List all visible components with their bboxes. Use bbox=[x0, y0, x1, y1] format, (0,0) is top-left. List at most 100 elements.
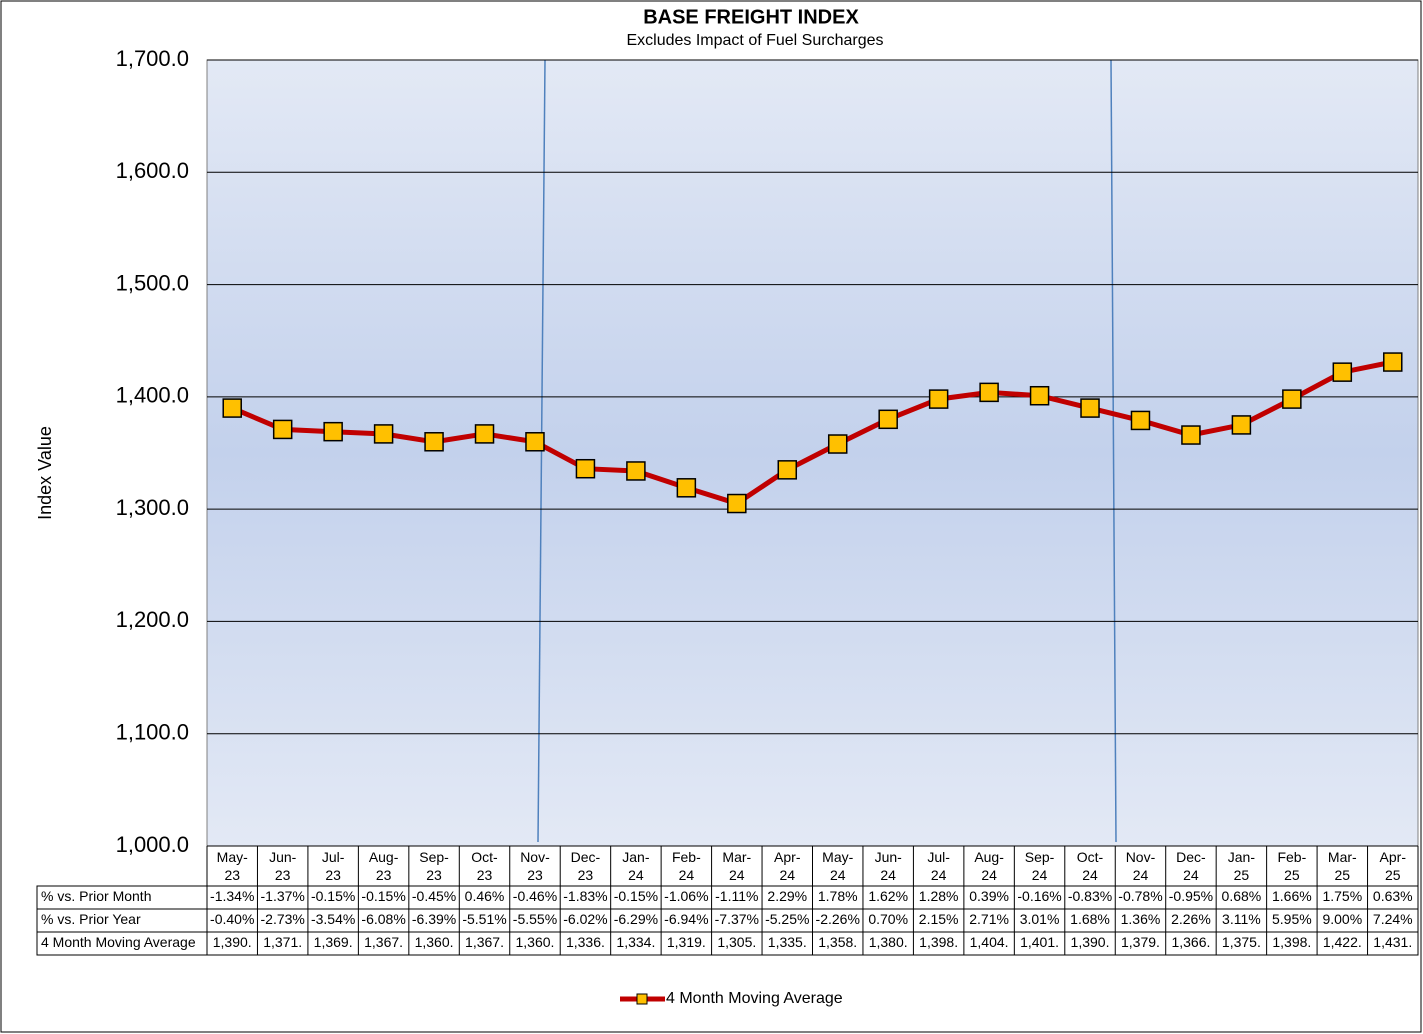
table-cell: 2.71% bbox=[969, 911, 1009, 927]
table-cell: -2.26% bbox=[816, 911, 860, 927]
y-tick-label: 1,400.0 bbox=[116, 383, 189, 408]
table-cell: 1,398. bbox=[1272, 934, 1311, 950]
marker bbox=[626, 461, 646, 481]
x-tick-label: Jul-23 bbox=[322, 849, 345, 883]
marker bbox=[676, 478, 697, 498]
marker bbox=[878, 409, 898, 430]
marker bbox=[323, 421, 343, 442]
marker bbox=[575, 458, 596, 479]
x-tick-label: Aug-23 bbox=[369, 849, 399, 883]
table-cell: 3.11% bbox=[1222, 911, 1261, 927]
table-cell: -7.37% bbox=[715, 911, 759, 927]
table-cell: 1,379. bbox=[1121, 934, 1160, 950]
table-cell: 1,319. bbox=[667, 934, 706, 950]
table-cell: 9.00% bbox=[1322, 911, 1362, 927]
table-cell: 1,367. bbox=[465, 934, 504, 950]
y-tick-label: 1,700.0 bbox=[116, 46, 189, 71]
x-tick-label: Sep-24 bbox=[1025, 849, 1055, 883]
marker bbox=[222, 398, 242, 418]
chart-title: BASE FREIGHT INDEX bbox=[643, 6, 859, 28]
marker bbox=[525, 432, 545, 452]
table-cell: 1,390. bbox=[213, 934, 252, 950]
marker bbox=[1383, 352, 1403, 372]
table-cell: 1,398. bbox=[919, 934, 958, 950]
table-cell: -5.55% bbox=[513, 911, 557, 927]
marker bbox=[928, 389, 949, 409]
table-cell: 1,431. bbox=[1373, 934, 1412, 950]
table-cell: 0.70% bbox=[868, 911, 908, 927]
marker bbox=[827, 434, 848, 454]
table-cell: -3.54% bbox=[311, 911, 355, 927]
x-tick-label: Jun-23 bbox=[269, 849, 297, 883]
table-cell: -5.25% bbox=[765, 911, 809, 927]
x-tick-label: Oct-24 bbox=[1077, 849, 1104, 883]
table-cell: 1.68% bbox=[1070, 911, 1110, 927]
table-cell: 1,366. bbox=[1171, 934, 1210, 950]
marker bbox=[1181, 425, 1201, 445]
x-tick-label: Apr-25 bbox=[1380, 849, 1407, 883]
table-cell: 1,360. bbox=[415, 934, 454, 950]
x-tick-label: Sep-23 bbox=[419, 849, 449, 883]
marker bbox=[373, 424, 394, 444]
y-tick-label: 1,100.0 bbox=[116, 720, 189, 745]
table-cell: -5.51% bbox=[462, 911, 506, 927]
plot-area bbox=[206, 59, 1419, 847]
chart-subtitle: Excludes Impact of Fuel Surcharges bbox=[626, 32, 883, 49]
table-row-label: % vs. Prior Year bbox=[41, 911, 141, 927]
table-cell: -0.46% bbox=[513, 888, 557, 904]
table-cell: -0.95% bbox=[1169, 888, 1213, 904]
marker bbox=[272, 419, 293, 440]
y-tick-label: 1,500.0 bbox=[116, 270, 189, 295]
table-cell: 1,422. bbox=[1323, 934, 1362, 950]
marker bbox=[979, 382, 999, 403]
y-tick-label: 1,300.0 bbox=[116, 495, 189, 520]
x-tick-label: Feb-25 bbox=[1277, 849, 1306, 883]
x-tick-label: Feb-24 bbox=[672, 849, 701, 883]
y-tick-label: 1,600.0 bbox=[116, 158, 189, 183]
table-cell: 1,401. bbox=[1020, 934, 1059, 950]
x-tick-label: Nov-24 bbox=[1126, 849, 1156, 883]
table-cell: 1,371. bbox=[263, 934, 302, 950]
marker bbox=[424, 432, 444, 452]
marker bbox=[1282, 389, 1302, 409]
table-cell: 1,375. bbox=[1222, 934, 1261, 950]
x-tick-label: Dec-23 bbox=[571, 849, 601, 883]
legend-label: 4 Month Moving Average bbox=[666, 990, 843, 1007]
table-cell: 1,335. bbox=[768, 934, 807, 950]
table-cell: 0.39% bbox=[969, 888, 1009, 904]
x-tick-label: Oct-23 bbox=[471, 849, 498, 883]
y-axis-label: Index Value bbox=[35, 426, 55, 520]
table-cell: -1.06% bbox=[664, 888, 708, 904]
table-cell: -0.15% bbox=[614, 888, 658, 904]
table-cell: 1.28% bbox=[919, 888, 959, 904]
table-cell: 1,336. bbox=[566, 934, 605, 950]
table-cell: 2.26% bbox=[1171, 911, 1211, 927]
table-cell: 1,358. bbox=[818, 934, 857, 950]
table-cell: 2.29% bbox=[767, 888, 807, 904]
table-cell: 1.78% bbox=[818, 888, 858, 904]
marker bbox=[1130, 410, 1151, 431]
table-cell: -0.78% bbox=[1118, 888, 1162, 904]
table-cell: 3.01% bbox=[1020, 911, 1060, 927]
table-cell: 1.66% bbox=[1272, 888, 1312, 904]
x-tick-label: Mar-25 bbox=[1328, 849, 1357, 883]
table-cell: -0.40% bbox=[210, 911, 254, 927]
table-cell: 1,334. bbox=[616, 934, 655, 950]
x-tick-label: Aug-24 bbox=[974, 849, 1004, 883]
x-tick-label: Jan-25 bbox=[1228, 849, 1256, 883]
table-cell: -6.39% bbox=[412, 911, 456, 927]
table-cell: -6.02% bbox=[563, 911, 607, 927]
marker bbox=[727, 493, 747, 514]
table-cell: 0.46% bbox=[465, 888, 505, 904]
table-cell: -1.83% bbox=[563, 888, 607, 904]
x-tick-label: May-23 bbox=[217, 849, 248, 883]
table-cell: 2.15% bbox=[919, 911, 959, 927]
table-cell: 1.62% bbox=[868, 888, 908, 904]
table-cell: 1,367. bbox=[364, 934, 403, 950]
table-cell: 5.95% bbox=[1272, 911, 1312, 927]
table-cell: 1,305. bbox=[717, 934, 756, 950]
y-tick-label: 1,000.0 bbox=[116, 832, 189, 857]
marker bbox=[1029, 385, 1050, 406]
table-cell: 7.24% bbox=[1373, 911, 1413, 927]
